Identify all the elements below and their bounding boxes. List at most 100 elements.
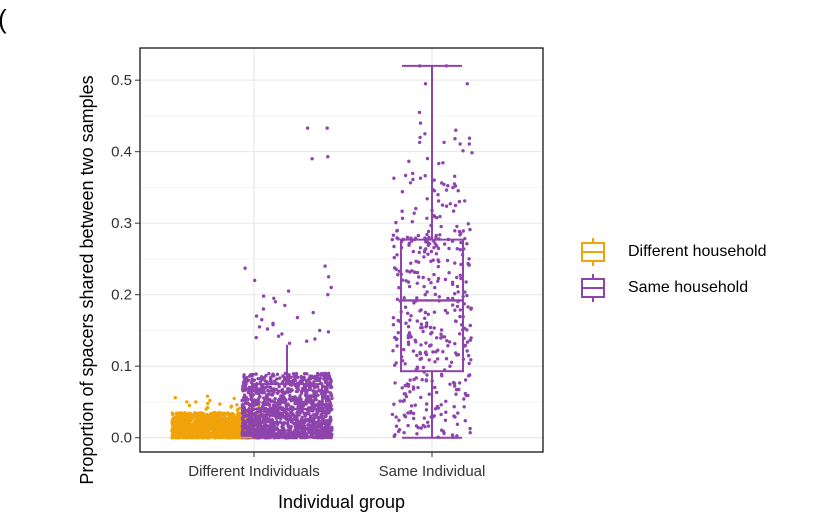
data-point [444,399,448,403]
data-point [242,375,246,379]
data-point [427,344,432,348]
data-point [427,277,431,282]
data-point [204,414,209,418]
data-point [311,310,315,315]
data-point [415,270,420,275]
data-point [432,310,437,314]
data-point [426,424,431,428]
data-point [392,402,396,406]
data-point [213,427,217,432]
data-point [289,389,293,393]
data-point [283,401,288,405]
data-point [263,397,267,401]
data-point [224,422,228,426]
data-point [323,385,327,389]
data-point [394,424,399,428]
data-point [295,315,300,320]
data-point [293,384,298,388]
data-point [254,414,259,418]
data-point [299,397,303,401]
data-point [229,422,233,426]
data-point [463,199,467,203]
data-point [396,318,400,323]
data-point [429,259,433,263]
data-point [294,374,299,378]
data-point [441,350,445,354]
data-point [281,394,285,399]
data-point [187,423,191,427]
data-point [200,433,204,438]
data-point [436,348,440,352]
data-point [229,415,233,419]
data-point [329,427,333,431]
data-point [440,181,444,185]
data-point [450,433,455,437]
data-point [467,136,472,140]
data-point [172,435,176,439]
data-point [254,390,258,394]
data-point [456,411,460,415]
data-point [470,151,474,155]
x-tick-label: Same Individual [379,463,486,480]
data-point [394,415,398,419]
data-point [173,396,177,400]
data-point [455,224,459,229]
data-point [434,252,439,256]
data-point [242,426,247,430]
data-point [432,214,436,218]
data-point [174,411,179,415]
data-point [415,281,419,285]
data-point [241,419,246,423]
data-point [455,422,460,426]
data-point [296,384,301,388]
data-point [415,365,420,369]
data-point [262,391,266,395]
data-point [270,399,275,403]
data-point [400,386,404,390]
data-point [212,420,217,424]
data-point [261,385,265,389]
data-point [405,235,410,239]
data-point [275,420,279,424]
data-point [397,418,401,422]
data-point [404,321,408,325]
data-point [222,433,226,437]
data-point [327,399,332,403]
data-point [414,206,418,211]
data-point [273,414,277,418]
data-point [465,293,469,298]
data-point [324,419,328,423]
data-point [415,319,419,323]
data-point [419,343,423,347]
data-point [330,396,334,401]
data-point [224,417,229,421]
data-point [452,380,456,385]
data-point [463,391,467,396]
y-tick-label: 0.2 [111,287,132,304]
data-point [421,423,425,428]
data-point [469,336,473,340]
data-point [403,305,408,309]
data-point [326,155,330,159]
data-point [280,388,285,392]
data-point [254,372,258,376]
data-point [253,423,257,427]
data-point [423,316,427,320]
data-point [247,407,251,411]
data-point [429,249,434,254]
data-point [419,395,423,400]
data-point [214,431,218,435]
data-point [276,422,280,427]
data-point [443,308,448,313]
data-point [272,403,277,408]
legend-label: Same household [628,279,749,296]
data-point [465,242,469,246]
data-point [236,419,240,423]
data-point [258,394,262,398]
data-point [442,335,447,339]
legend-item-different-household: Different household [578,234,766,270]
data-point [244,413,248,418]
legend-label: Different household [628,243,767,260]
data-point [324,429,328,433]
data-point [441,429,446,434]
